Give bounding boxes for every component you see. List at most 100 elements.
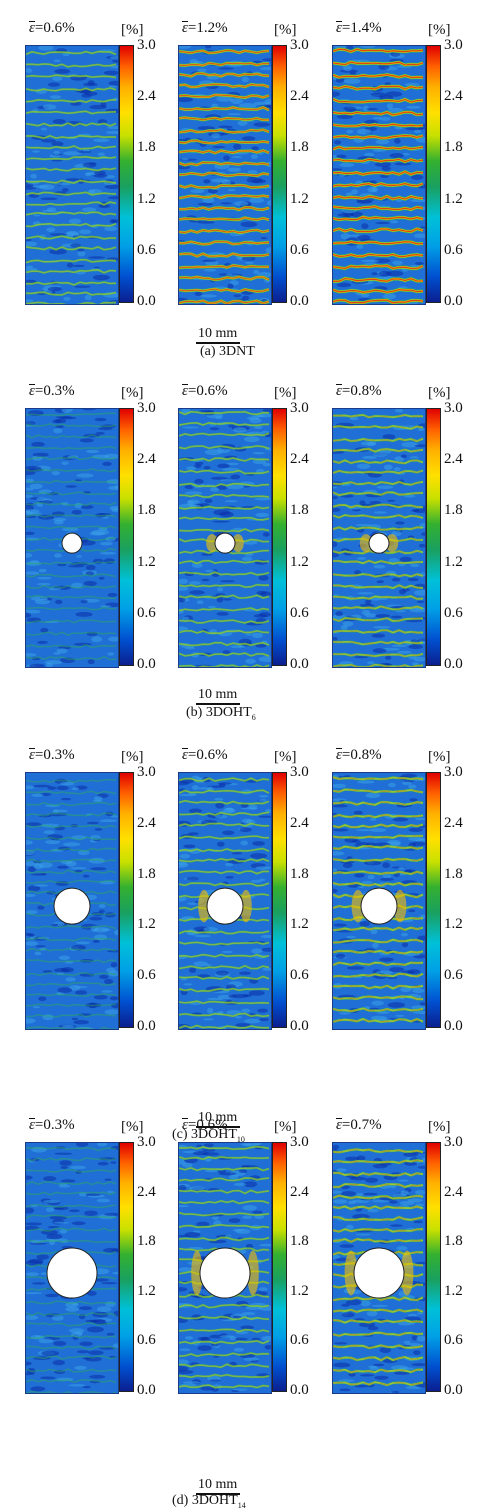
strain-panel: ε=0.6% [%] 3.0 2.4 1.8 1.2 0.6 0.0 xyxy=(178,747,318,1038)
mean-strain-symbol: ε xyxy=(336,1117,342,1133)
scale-bar-label: 10 mm xyxy=(198,1110,238,1125)
scale-bar-label: 10 mm xyxy=(198,326,238,341)
colorbar-tick-label: 0.0 xyxy=(290,1382,309,1398)
strain-value: =1.2% xyxy=(187,20,228,36)
strain-label: ε=0.3% xyxy=(29,383,75,400)
strain-label: ε=0.6% xyxy=(182,1117,228,1134)
colorbar-tick-label: 0.6 xyxy=(137,967,156,984)
colorbar-unit: [%] xyxy=(428,385,451,401)
strain-value: =0.6% xyxy=(34,20,75,36)
colorbar-unit: [%] xyxy=(121,749,144,765)
colorbar-tick-label: 3.0 xyxy=(290,37,309,53)
colorbar-tick-label: 3.0 xyxy=(290,1134,309,1150)
colorbar xyxy=(426,1142,441,1392)
colorbar-tick-label: 0.6 xyxy=(137,1332,156,1349)
strain-label: ε=0.3% xyxy=(29,747,75,764)
mean-strain-symbol: ε xyxy=(29,1117,35,1133)
colorbar xyxy=(272,772,287,1028)
subfigure-caption: (a) 3DNT xyxy=(200,344,255,360)
strain-map xyxy=(25,45,119,305)
colorbar-tick-label: 3.0 xyxy=(444,37,463,53)
colorbar-tick-label: 1.2 xyxy=(137,916,156,933)
strain-map xyxy=(25,1142,119,1394)
colorbar-tick-label: 3.0 xyxy=(137,1134,156,1150)
strain-map xyxy=(332,772,426,1030)
colorbar-tick-label: 1.2 xyxy=(444,553,463,570)
scale-bar-label: 10 mm xyxy=(198,1477,238,1492)
mean-strain-symbol: ε xyxy=(336,747,342,763)
open-hole xyxy=(360,887,398,925)
figure-group: ε=0.3% [%] 3.0 2.4 1.8 1.2 0.6 0.0 ε=0.6% [%] 3.0 2… xyxy=(0,383,490,743)
open-hole xyxy=(61,532,83,554)
colorbar-tick-label: 2.4 xyxy=(137,88,156,105)
colorbar xyxy=(426,772,441,1028)
strain-value: =0.6% xyxy=(187,383,228,399)
colorbar-tick-label: 1.8 xyxy=(137,502,156,519)
colorbar-tick-label: 1.2 xyxy=(444,916,463,933)
colorbar xyxy=(272,1142,287,1392)
colorbar-tick-label: 0.6 xyxy=(290,604,309,621)
strain-panel: ε=0.6% [%] 3.0 2.4 1.8 1.2 0.6 0.0 xyxy=(178,1117,318,1402)
colorbar xyxy=(426,408,441,666)
colorbar-unit: [%] xyxy=(428,1119,451,1135)
colorbar-tick-label: 0.6 xyxy=(137,241,156,258)
colorbar xyxy=(119,1142,134,1392)
colorbar-tick-label: 2.4 xyxy=(444,1183,463,1200)
caption-text: (c) 3DOHT xyxy=(172,1127,237,1142)
colorbar-tick-label: 0.0 xyxy=(290,1018,309,1034)
strain-value: =0.8% xyxy=(341,747,382,763)
colorbar-tick-label: 1.2 xyxy=(290,190,309,207)
open-hole xyxy=(46,1247,98,1299)
colorbar-tick-label: 2.4 xyxy=(444,451,463,468)
caption-subscript: 6 xyxy=(251,712,256,722)
strain-panel: ε=1.4% [%] 3.0 2.4 1.8 1.2 0.6 0.0 xyxy=(332,20,472,313)
colorbar-tick-label: 0.6 xyxy=(290,1332,309,1349)
strain-map xyxy=(332,1142,426,1394)
scale-bar-label: 10 mm xyxy=(198,687,238,702)
mean-strain-symbol: ε xyxy=(182,1117,188,1133)
colorbar-tick-label: 1.8 xyxy=(444,1233,463,1250)
colorbar-tick-label: 0.0 xyxy=(444,1382,463,1398)
colorbar-tick-label: 0.6 xyxy=(444,1332,463,1349)
subfigure-caption: (b) 3DOHT6 xyxy=(186,705,256,722)
colorbar-unit: [%] xyxy=(274,385,297,401)
colorbar-tick-label: 0.6 xyxy=(290,967,309,984)
mean-strain-symbol: ε xyxy=(29,747,35,763)
strain-map xyxy=(332,408,426,668)
strain-map xyxy=(25,772,119,1030)
caption-subscript: 10 xyxy=(236,1134,245,1144)
strain-panel: ε=0.6% [%] 3.0 2.4 1.8 1.2 0.6 0.0 xyxy=(25,20,165,313)
colorbar-tick-label: 0.6 xyxy=(444,967,463,984)
colorbar-tick-label: 3.0 xyxy=(137,764,156,780)
colorbar-tick-label: 0.0 xyxy=(444,656,463,672)
figure-group: ε=0.6% [%] 3.0 2.4 1.8 1.2 0.6 0.0 ε=1.2% [%] 3.0 2… xyxy=(0,20,490,380)
colorbar xyxy=(272,45,287,303)
strain-panel: ε=1.2% [%] 3.0 2.4 1.8 1.2 0.6 0.0 xyxy=(178,20,318,313)
subfigure-caption: (c) 3DOHT10 xyxy=(172,1127,245,1144)
scale-bar xyxy=(196,342,240,344)
open-hole xyxy=(368,532,390,554)
colorbar-tick-label: 1.2 xyxy=(290,553,309,570)
strain-value: =0.6% xyxy=(187,1117,228,1133)
caption-subscript: 14 xyxy=(237,1500,246,1510)
colorbar-tick-label: 0.0 xyxy=(444,1018,463,1034)
colorbar-unit: [%] xyxy=(121,22,144,38)
colorbar-tick-label: 3.0 xyxy=(137,400,156,416)
strain-value: =0.6% xyxy=(187,747,228,763)
strain-panel: ε=0.7% [%] 3.0 2.4 1.8 1.2 0.6 0.0 xyxy=(332,1117,472,1402)
mean-strain-symbol: ε xyxy=(29,383,35,399)
mean-strain-symbol: ε xyxy=(29,20,35,36)
mean-strain-symbol: ε xyxy=(182,383,188,399)
colorbar xyxy=(119,45,134,303)
colorbar-tick-label: 3.0 xyxy=(444,1134,463,1150)
colorbar-unit: [%] xyxy=(428,749,451,765)
colorbar-tick-label: 0.0 xyxy=(137,1382,156,1398)
colorbar-tick-label: 1.8 xyxy=(290,865,309,882)
strain-panel: ε=0.3% [%] 3.0 2.4 1.8 1.2 0.6 0.0 xyxy=(25,747,165,1038)
colorbar-tick-label: 1.8 xyxy=(290,139,309,156)
colorbar-tick-label: 1.8 xyxy=(444,865,463,882)
strain-panel: ε=0.3% [%] 3.0 2.4 1.8 1.2 0.6 0.0 xyxy=(25,1117,165,1402)
colorbar-unit: [%] xyxy=(428,22,451,38)
colorbar-tick-label: 0.0 xyxy=(137,1018,156,1034)
strain-value: =1.4% xyxy=(341,20,382,36)
